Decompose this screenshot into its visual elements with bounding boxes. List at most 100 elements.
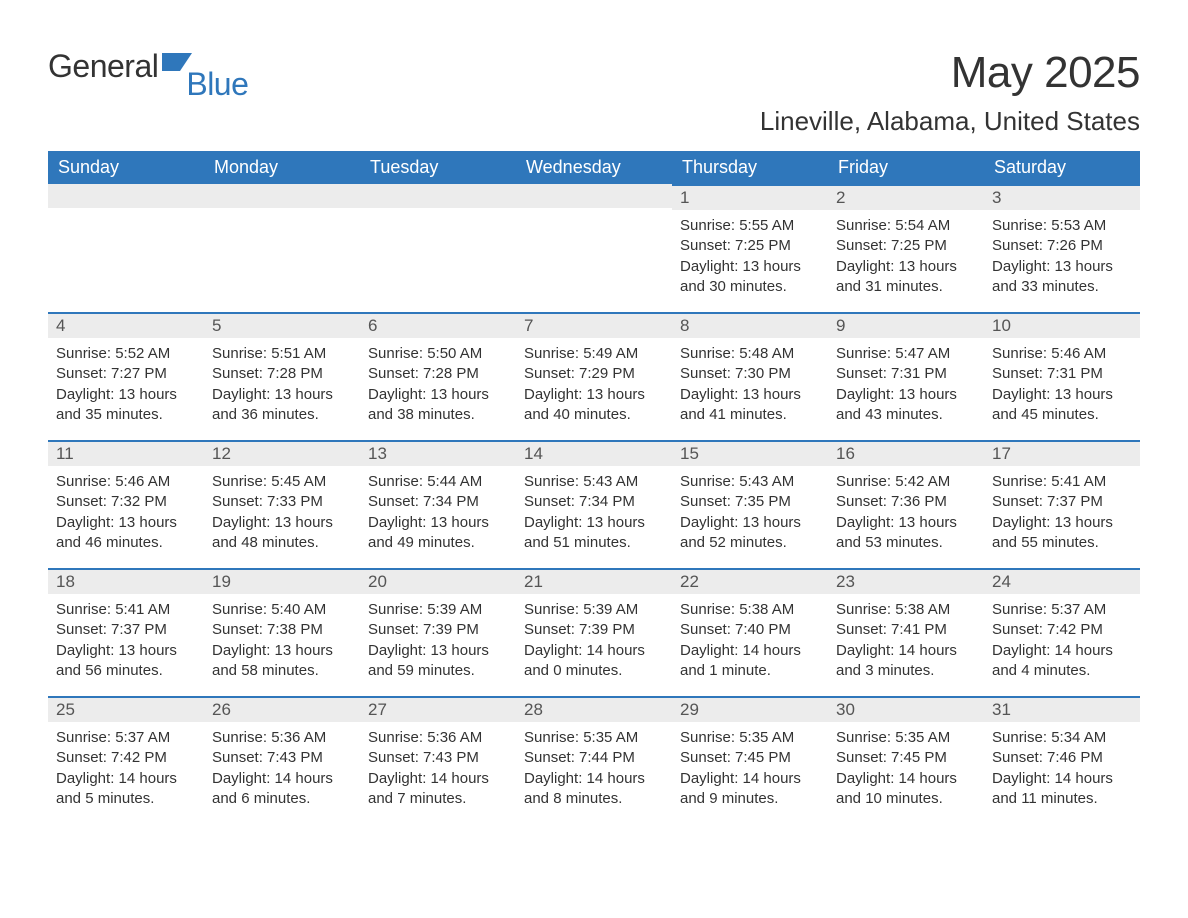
sunrise-line: Sunrise: 5:50 AM [368, 344, 508, 364]
calendar-week-row: 18Sunrise: 5:41 AMSunset: 7:37 PMDayligh… [48, 568, 1140, 696]
day-number: 17 [984, 440, 1140, 466]
brand-part1: General [48, 48, 158, 85]
day-details: Sunrise: 5:47 AMSunset: 7:31 PMDaylight:… [828, 338, 984, 425]
day-number: 15 [672, 440, 828, 466]
sunset-line: Sunset: 7:27 PM [56, 364, 196, 384]
day-number: 13 [360, 440, 516, 466]
day-details: Sunrise: 5:36 AMSunset: 7:43 PMDaylight:… [360, 722, 516, 809]
calendar-day-cell [360, 184, 516, 312]
day-details: Sunrise: 5:43 AMSunset: 7:35 PMDaylight:… [672, 466, 828, 553]
sunset-line: Sunset: 7:31 PM [992, 364, 1132, 384]
sunset-line: Sunset: 7:37 PM [992, 492, 1132, 512]
sunrise-line: Sunrise: 5:46 AM [56, 472, 196, 492]
daylight-line: Daylight: 13 hours and 33 minutes. [992, 257, 1132, 298]
calendar-week-row: 4Sunrise: 5:52 AMSunset: 7:27 PMDaylight… [48, 312, 1140, 440]
empty-day-bar [204, 184, 360, 208]
calendar-day-cell: 27Sunrise: 5:36 AMSunset: 7:43 PMDayligh… [360, 696, 516, 824]
daylight-line: Daylight: 13 hours and 30 minutes. [680, 257, 820, 298]
sunrise-line: Sunrise: 5:38 AM [836, 600, 976, 620]
day-details: Sunrise: 5:50 AMSunset: 7:28 PMDaylight:… [360, 338, 516, 425]
calendar-day-cell: 2Sunrise: 5:54 AMSunset: 7:25 PMDaylight… [828, 184, 984, 312]
sunrise-line: Sunrise: 5:35 AM [680, 728, 820, 748]
calendar-day-cell: 14Sunrise: 5:43 AMSunset: 7:34 PMDayligh… [516, 440, 672, 568]
sunset-line: Sunset: 7:34 PM [524, 492, 664, 512]
day-details: Sunrise: 5:55 AMSunset: 7:25 PMDaylight:… [672, 210, 828, 297]
calendar-day-cell: 15Sunrise: 5:43 AMSunset: 7:35 PMDayligh… [672, 440, 828, 568]
day-details: Sunrise: 5:38 AMSunset: 7:40 PMDaylight:… [672, 594, 828, 681]
daylight-line: Daylight: 14 hours and 5 minutes. [56, 769, 196, 810]
day-number: 25 [48, 696, 204, 722]
day-details: Sunrise: 5:43 AMSunset: 7:34 PMDaylight:… [516, 466, 672, 553]
calendar-day-cell: 28Sunrise: 5:35 AMSunset: 7:44 PMDayligh… [516, 696, 672, 824]
sunset-line: Sunset: 7:37 PM [56, 620, 196, 640]
day-details: Sunrise: 5:37 AMSunset: 7:42 PMDaylight:… [984, 594, 1140, 681]
day-details: Sunrise: 5:39 AMSunset: 7:39 PMDaylight:… [360, 594, 516, 681]
day-number: 9 [828, 312, 984, 338]
calendar-day-cell: 16Sunrise: 5:42 AMSunset: 7:36 PMDayligh… [828, 440, 984, 568]
day-details: Sunrise: 5:45 AMSunset: 7:33 PMDaylight:… [204, 466, 360, 553]
daylight-line: Daylight: 13 hours and 43 minutes. [836, 385, 976, 426]
calendar-day-cell: 17Sunrise: 5:41 AMSunset: 7:37 PMDayligh… [984, 440, 1140, 568]
day-number: 31 [984, 696, 1140, 722]
calendar-day-cell: 24Sunrise: 5:37 AMSunset: 7:42 PMDayligh… [984, 568, 1140, 696]
sunrise-line: Sunrise: 5:39 AM [368, 600, 508, 620]
sunrise-line: Sunrise: 5:48 AM [680, 344, 820, 364]
daylight-line: Daylight: 13 hours and 45 minutes. [992, 385, 1132, 426]
daylight-line: Daylight: 13 hours and 36 minutes. [212, 385, 352, 426]
daylight-line: Daylight: 14 hours and 1 minute. [680, 641, 820, 682]
day-number: 16 [828, 440, 984, 466]
day-details: Sunrise: 5:37 AMSunset: 7:42 PMDaylight:… [48, 722, 204, 809]
brand-logo: General Blue [48, 48, 254, 85]
day-details: Sunrise: 5:52 AMSunset: 7:27 PMDaylight:… [48, 338, 204, 425]
sunset-line: Sunset: 7:28 PM [212, 364, 352, 384]
location-text: Lineville, Alabama, United States [48, 106, 1140, 137]
sunrise-line: Sunrise: 5:47 AM [836, 344, 976, 364]
sunset-line: Sunset: 7:25 PM [836, 236, 976, 256]
sunrise-line: Sunrise: 5:51 AM [212, 344, 352, 364]
sunset-line: Sunset: 7:40 PM [680, 620, 820, 640]
sunset-line: Sunset: 7:35 PM [680, 492, 820, 512]
calendar-day-cell: 7Sunrise: 5:49 AMSunset: 7:29 PMDaylight… [516, 312, 672, 440]
day-number: 20 [360, 568, 516, 594]
calendar-day-cell: 19Sunrise: 5:40 AMSunset: 7:38 PMDayligh… [204, 568, 360, 696]
day-details: Sunrise: 5:46 AMSunset: 7:31 PMDaylight:… [984, 338, 1140, 425]
day-number: 6 [360, 312, 516, 338]
day-number: 18 [48, 568, 204, 594]
calendar-day-cell: 12Sunrise: 5:45 AMSunset: 7:33 PMDayligh… [204, 440, 360, 568]
calendar-day-cell: 30Sunrise: 5:35 AMSunset: 7:45 PMDayligh… [828, 696, 984, 824]
day-number: 23 [828, 568, 984, 594]
daylight-line: Daylight: 13 hours and 56 minutes. [56, 641, 196, 682]
calendar-day-cell [204, 184, 360, 312]
sunrise-line: Sunrise: 5:40 AM [212, 600, 352, 620]
day-details: Sunrise: 5:42 AMSunset: 7:36 PMDaylight:… [828, 466, 984, 553]
sunrise-line: Sunrise: 5:42 AM [836, 472, 976, 492]
calendar-day-cell: 13Sunrise: 5:44 AMSunset: 7:34 PMDayligh… [360, 440, 516, 568]
calendar-day-cell: 11Sunrise: 5:46 AMSunset: 7:32 PMDayligh… [48, 440, 204, 568]
sunset-line: Sunset: 7:42 PM [56, 748, 196, 768]
sunset-line: Sunset: 7:25 PM [680, 236, 820, 256]
sunrise-line: Sunrise: 5:53 AM [992, 216, 1132, 236]
daylight-line: Daylight: 13 hours and 35 minutes. [56, 385, 196, 426]
sunrise-line: Sunrise: 5:54 AM [836, 216, 976, 236]
sunrise-line: Sunrise: 5:49 AM [524, 344, 664, 364]
day-number: 4 [48, 312, 204, 338]
sunrise-line: Sunrise: 5:46 AM [992, 344, 1132, 364]
day-details: Sunrise: 5:53 AMSunset: 7:26 PMDaylight:… [984, 210, 1140, 297]
weekday-header: Friday [828, 151, 984, 184]
calendar-day-cell: 25Sunrise: 5:37 AMSunset: 7:42 PMDayligh… [48, 696, 204, 824]
calendar-day-cell: 8Sunrise: 5:48 AMSunset: 7:30 PMDaylight… [672, 312, 828, 440]
daylight-line: Daylight: 14 hours and 10 minutes. [836, 769, 976, 810]
title-block: May 2025 [951, 48, 1140, 98]
sunrise-line: Sunrise: 5:41 AM [992, 472, 1132, 492]
day-details: Sunrise: 5:39 AMSunset: 7:39 PMDaylight:… [516, 594, 672, 681]
sunset-line: Sunset: 7:32 PM [56, 492, 196, 512]
sunrise-line: Sunrise: 5:37 AM [992, 600, 1132, 620]
day-number: 3 [984, 184, 1140, 210]
daylight-line: Daylight: 14 hours and 11 minutes. [992, 769, 1132, 810]
sunrise-line: Sunrise: 5:37 AM [56, 728, 196, 748]
brand-part2: Blue [186, 66, 248, 103]
sunrise-line: Sunrise: 5:43 AM [524, 472, 664, 492]
daylight-line: Daylight: 13 hours and 31 minutes. [836, 257, 976, 298]
sunset-line: Sunset: 7:34 PM [368, 492, 508, 512]
sunrise-line: Sunrise: 5:45 AM [212, 472, 352, 492]
